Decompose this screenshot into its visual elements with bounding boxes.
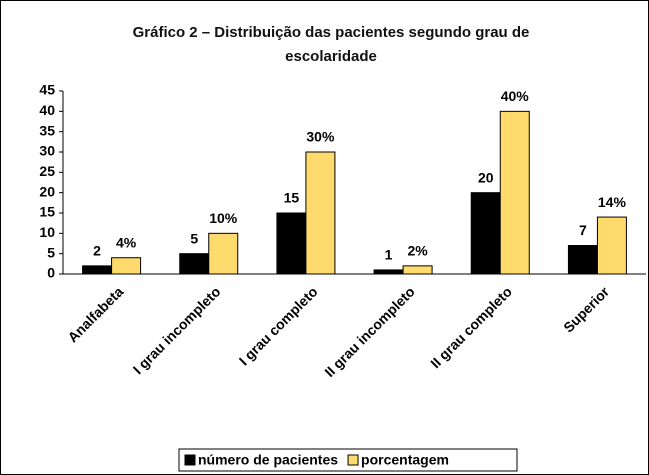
data-label: 10% [209, 210, 238, 226]
data-label: 40% [501, 88, 530, 104]
bar [305, 151, 336, 275]
x-tick-label: I grau incompleto [130, 283, 224, 377]
bar [596, 216, 627, 275]
y-tick-label: 35 [39, 122, 55, 138]
y-tick-label: 25 [39, 163, 55, 179]
bar [82, 265, 113, 275]
legend-swatch [184, 454, 196, 466]
data-label: 30% [306, 129, 335, 145]
y-tick-label: 15 [39, 204, 55, 220]
data-label: 2 [93, 243, 101, 259]
data-label: 20 [478, 169, 494, 185]
y-tick-label: 0 [47, 265, 55, 281]
bar [402, 265, 433, 275]
data-label: 7 [579, 222, 587, 238]
bar [567, 245, 598, 275]
y-tick-label: 45 [39, 82, 55, 98]
data-label: 4% [116, 234, 137, 250]
y-tick-label: 10 [39, 224, 55, 240]
data-label: 14% [598, 194, 627, 210]
legend-label: porcentagem [361, 452, 449, 468]
x-tick-label: I grau completo [236, 283, 321, 368]
bar [179, 253, 210, 275]
legend-label: número de pacientes [198, 452, 338, 468]
x-tick-label: Analfabeta [64, 283, 126, 345]
chart-title: Gráfico 2 – Distribuição das pacientes s… [132, 24, 530, 65]
data-label: 15 [284, 190, 300, 206]
x-tick-label: II grau completo [427, 283, 515, 371]
x-tick-label: II grau incompleto [321, 283, 418, 380]
legend-swatch [347, 454, 359, 466]
data-label: 1 [385, 247, 393, 263]
bar [208, 232, 239, 275]
x-tick-label: Superior [560, 283, 612, 335]
bar [111, 257, 142, 275]
bar [499, 110, 530, 275]
data-label: 2% [407, 243, 428, 259]
y-tick-label: 20 [39, 183, 55, 199]
data-label: 5 [190, 230, 198, 246]
y-tick-label: 5 [47, 244, 55, 260]
bar [276, 212, 307, 275]
bar [470, 192, 501, 275]
legend: número de pacientes porcentagem [178, 448, 518, 472]
y-tick-label: 30 [39, 143, 55, 159]
bar [373, 269, 404, 275]
y-tick-label: 40 [39, 102, 55, 118]
